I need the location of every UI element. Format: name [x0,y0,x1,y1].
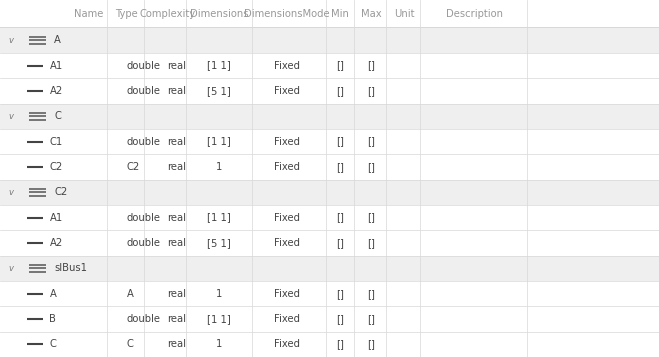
Text: A: A [54,35,61,45]
Bar [0,180,659,205]
Text: Unit: Unit [394,9,415,19]
Text: A1: A1 [49,60,63,71]
Text: Fixed: Fixed [273,86,300,96]
Text: []: [] [367,136,375,147]
Bar [0,104,659,129]
Text: [1 1]: [1 1] [207,212,231,223]
Text: Min: Min [331,9,349,19]
Text: Max: Max [360,9,382,19]
Text: [1 1]: [1 1] [207,136,231,147]
Text: A2: A2 [49,238,63,248]
Text: []: [] [367,60,375,71]
Text: real: real [167,136,186,147]
Text: []: [] [367,162,375,172]
Text: v: v [9,36,14,45]
Bar [0,53,659,78]
Text: C2: C2 [127,162,140,172]
Text: A: A [127,288,133,299]
Text: Fixed: Fixed [273,314,300,324]
Text: []: [] [336,86,344,96]
Text: C: C [127,339,133,350]
Text: Fixed: Fixed [273,212,300,223]
Text: B: B [49,314,56,324]
Text: real: real [167,288,186,299]
Text: [1 1]: [1 1] [207,60,231,71]
Text: []: [] [367,238,375,248]
Text: 1: 1 [215,162,222,172]
Text: [5 1]: [5 1] [207,238,231,248]
Text: A1: A1 [49,212,63,223]
Text: v: v [9,112,14,121]
Text: double: double [127,314,161,324]
Text: double: double [127,60,161,71]
Text: double: double [127,86,161,96]
Text: []: [] [367,314,375,324]
Bar [0,230,659,256]
Text: v: v [9,188,14,197]
Bar [0,129,659,154]
Text: Name: Name [74,9,103,19]
Text: Fixed: Fixed [273,238,300,248]
Text: v: v [9,264,14,273]
Bar [0,78,659,104]
Text: C2: C2 [54,187,67,197]
Bar [0,281,659,306]
Bar [0,154,659,180]
Text: []: [] [367,288,375,299]
Text: []: [] [336,136,344,147]
Text: C2: C2 [49,162,63,172]
Text: 1: 1 [215,288,222,299]
Text: []: [] [367,212,375,223]
Text: real: real [167,314,186,324]
Text: []: [] [336,288,344,299]
Text: []: [] [336,339,344,350]
Text: []: [] [336,238,344,248]
Bar [0,0,659,27]
Text: slBus1: slBus1 [54,263,87,273]
Text: Fixed: Fixed [273,339,300,350]
Text: [1 1]: [1 1] [207,314,231,324]
Text: Complexity: Complexity [139,9,196,19]
Bar [0,256,659,281]
Text: real: real [167,60,186,71]
Text: real: real [167,162,186,172]
Text: double: double [127,238,161,248]
Bar [0,306,659,332]
Text: real: real [167,86,186,96]
Text: double: double [127,136,161,147]
Bar [0,205,659,230]
Text: C: C [49,339,56,350]
Text: Description: Description [446,9,503,19]
Text: Type: Type [115,9,138,19]
Text: []: [] [336,314,344,324]
Text: []: [] [336,60,344,71]
Bar [0,332,659,357]
Text: 1: 1 [215,339,222,350]
Text: Fixed: Fixed [273,288,300,299]
Text: []: [] [336,162,344,172]
Text: Fixed: Fixed [273,136,300,147]
Text: C1: C1 [49,136,63,147]
Text: DimensionsMode: DimensionsMode [244,9,330,19]
Text: Fixed: Fixed [273,162,300,172]
Text: []: [] [367,86,375,96]
Bar [0,27,659,53]
Text: real: real [167,238,186,248]
Text: [5 1]: [5 1] [207,86,231,96]
Text: Fixed: Fixed [273,60,300,71]
Text: double: double [127,212,161,223]
Text: real: real [167,212,186,223]
Text: Dimensions: Dimensions [190,9,248,19]
Text: A2: A2 [49,86,63,96]
Text: A: A [49,288,56,299]
Text: []: [] [367,339,375,350]
Text: []: [] [336,212,344,223]
Text: real: real [167,339,186,350]
Text: C: C [54,111,61,121]
